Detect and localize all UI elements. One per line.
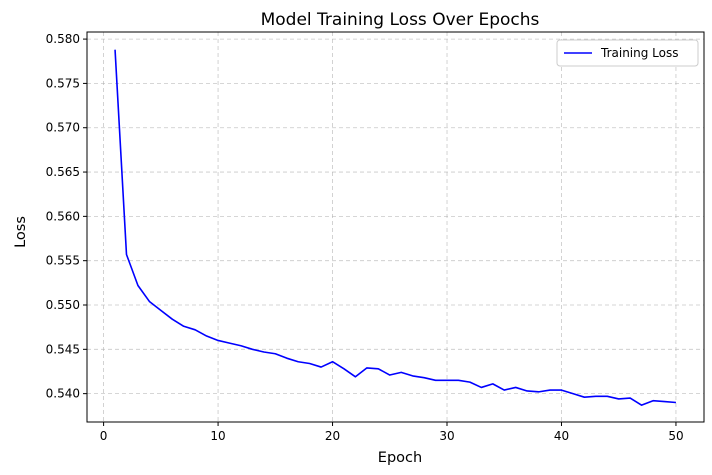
data-point bbox=[252, 349, 254, 351]
data-point bbox=[549, 389, 551, 391]
data-point bbox=[606, 396, 608, 398]
x-tick-label: 30 bbox=[439, 429, 454, 443]
y-tick-label: 0.565 bbox=[46, 165, 80, 179]
x-tick-label: 0 bbox=[100, 429, 108, 443]
data-point bbox=[412, 375, 414, 377]
x-axis-label: Epoch bbox=[378, 450, 422, 466]
data-point bbox=[435, 380, 437, 382]
data-point bbox=[366, 367, 368, 369]
data-point bbox=[595, 396, 597, 398]
data-point bbox=[652, 400, 654, 402]
data-point bbox=[664, 401, 666, 403]
legend-box bbox=[556, 39, 699, 67]
data-point bbox=[263, 351, 265, 353]
x-axis-ticks: 0 10 20 30 40 50 bbox=[100, 422, 684, 443]
y-tick-label: 0.545 bbox=[46, 342, 80, 356]
legend: Training Loss bbox=[556, 39, 699, 67]
y-tick-label: 0.580 bbox=[46, 32, 80, 46]
data-point bbox=[492, 383, 494, 385]
y-tick-label: 0.575 bbox=[46, 76, 80, 90]
data-point bbox=[469, 381, 471, 383]
chart-title: Model Training Loss Over Epochs bbox=[261, 10, 540, 30]
x-tick-label: 10 bbox=[210, 429, 225, 443]
data-point bbox=[641, 404, 643, 406]
data-point bbox=[675, 402, 677, 404]
data-point bbox=[343, 368, 345, 370]
data-point bbox=[309, 363, 311, 365]
y-tick-label: 0.570 bbox=[46, 121, 80, 135]
data-point bbox=[171, 318, 173, 320]
data-point bbox=[503, 389, 505, 391]
data-point bbox=[446, 380, 448, 382]
data-point bbox=[538, 391, 540, 393]
data-point bbox=[240, 345, 242, 347]
data-point bbox=[114, 49, 116, 51]
y-axis-ticks: 0.540 0.545 0.550 0.555 0.560 0.565 0.570 0.575… bbox=[46, 32, 87, 401]
data-point bbox=[297, 361, 299, 363]
data-point bbox=[561, 389, 563, 391]
data-point bbox=[481, 387, 483, 389]
data-point bbox=[584, 396, 586, 398]
data-point bbox=[423, 377, 425, 379]
data-point bbox=[629, 397, 631, 399]
data-point bbox=[458, 380, 460, 382]
data-point bbox=[206, 335, 208, 337]
data-point bbox=[149, 301, 151, 303]
x-tick-label: 50 bbox=[668, 429, 683, 443]
data-point bbox=[160, 310, 162, 312]
data-point bbox=[355, 376, 357, 378]
data-point bbox=[217, 340, 219, 342]
y-tick-label: 0.555 bbox=[46, 254, 80, 268]
data-point bbox=[515, 387, 517, 389]
series-layer bbox=[114, 49, 677, 406]
x-tick-label: 40 bbox=[554, 429, 569, 443]
data-point bbox=[286, 357, 288, 359]
data-point bbox=[389, 374, 391, 376]
data-point bbox=[320, 366, 322, 368]
x-tick-label: 20 bbox=[325, 429, 340, 443]
legend-label-training-loss: Training Loss bbox=[600, 46, 678, 60]
y-tick-label: 0.540 bbox=[46, 387, 80, 401]
grid-lines bbox=[87, 32, 704, 422]
data-point bbox=[618, 398, 620, 400]
data-point bbox=[378, 368, 380, 370]
plot-frame bbox=[86, 31, 705, 423]
data-point bbox=[137, 285, 139, 287]
series-line-training-loss bbox=[114, 49, 677, 406]
data-point bbox=[275, 353, 277, 355]
y-axis-label: Loss bbox=[13, 216, 29, 248]
data-point bbox=[572, 393, 574, 395]
data-point bbox=[183, 325, 185, 327]
data-point bbox=[229, 342, 231, 344]
data-point bbox=[126, 254, 128, 256]
y-tick-label: 0.550 bbox=[46, 298, 80, 312]
y-tick-label: 0.560 bbox=[46, 209, 80, 223]
data-point bbox=[400, 372, 402, 374]
data-point bbox=[194, 329, 196, 331]
data-point bbox=[332, 361, 334, 363]
data-point bbox=[526, 390, 528, 392]
